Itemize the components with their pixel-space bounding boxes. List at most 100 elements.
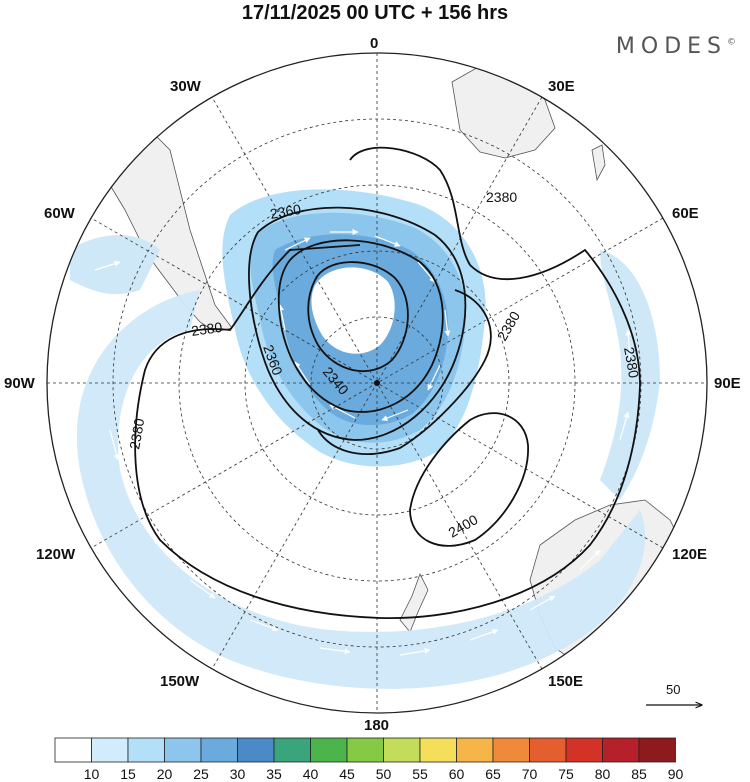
lon-label-90e: 90E [714, 375, 741, 392]
wind-vector [94, 260, 121, 271]
wind-vector [427, 364, 441, 391]
lon-label-150w: 150W [160, 673, 200, 690]
lon-label-60e: 60E [672, 205, 699, 222]
wind-shading-vortex-hole [311, 267, 395, 354]
south-pole-marker [374, 380, 380, 386]
lon-label-90w: 90W [4, 375, 35, 392]
contour-2400 [409, 412, 529, 547]
modes-logo: MODES© [616, 34, 736, 59]
wind-vector [278, 304, 286, 331]
reference-vector-label: 50 [666, 682, 681, 697]
colorbar-tick-label: 40 [302, 766, 319, 782]
contour-label-2360: 2360 [269, 201, 303, 222]
wind-vector [619, 411, 630, 441]
copyright-mark: © [727, 37, 736, 48]
contour-2360-outer [248, 206, 467, 441]
madagascar-land [591, 144, 606, 182]
lon-label-150e: 150E [548, 673, 584, 690]
colorbar-swatch [529, 737, 567, 763]
colorbar-swatch [456, 737, 494, 763]
wind-vector [319, 647, 351, 655]
colorbar-swatch [310, 737, 348, 763]
contour-label-2380: 2380 [494, 308, 524, 343]
colorbar-swatch [127, 737, 165, 763]
brand-text: MODES [615, 34, 727, 59]
wind-vector [579, 549, 601, 571]
map-disc: 2360 2360 2340 2380 2380 2380 2380 2380 … [47, 53, 707, 713]
wind-vector [249, 619, 279, 632]
map-title: 17/11/2025 00 UTC + 156 hrs [241, 2, 509, 24]
wind-vector [294, 361, 311, 386]
colorbar-tick-label: 50 [375, 766, 392, 782]
wind-vector [529, 595, 556, 611]
africa-land [451, 65, 556, 159]
colorbar-tick-label: 55 [412, 766, 428, 782]
wind-vector [417, 261, 436, 283]
lon-label-30e: 30E [548, 78, 575, 95]
new-zealand-land [399, 572, 429, 633]
colorbar-tick-label: 30 [229, 766, 246, 782]
lon-label-30w: 30W [170, 78, 201, 95]
lon-label-120e: 120E [672, 546, 708, 563]
wind-vector [374, 235, 401, 247]
colorbar-swatch [346, 737, 384, 763]
wind-vector [109, 429, 120, 461]
colorbar-swatch [200, 737, 238, 763]
wind-vector [399, 647, 431, 656]
colorbar-swatch [419, 737, 457, 763]
contour-label-2400: 2400 [446, 511, 481, 541]
colorbar-swatch [237, 737, 275, 763]
colorbar-tick-label: 60 [448, 766, 465, 782]
colorbar-tick-label: 25 [193, 766, 209, 782]
wind-vectors [94, 229, 632, 656]
colorbar-tick-label: 70 [521, 766, 538, 782]
contour-label-2380: 2380 [486, 189, 517, 205]
south-america-land [109, 129, 233, 333]
colorbar-tick-label: 15 [120, 766, 136, 782]
wind-vector [381, 409, 409, 421]
colorbar-swatch [602, 737, 640, 763]
colorbar-swatch [273, 737, 311, 763]
wind-shading [70, 189, 660, 689]
colorbar-tick-label: 35 [266, 766, 282, 782]
wind-shading-east-patch [600, 250, 660, 500]
colorbar-swatch [492, 737, 530, 763]
wind-vector [625, 329, 632, 361]
colorbar-tick-label: 10 [83, 766, 100, 782]
colorbar-swatch [54, 737, 92, 763]
colorbar-swatch [565, 737, 603, 763]
contour-label-2380: 2380 [190, 319, 223, 339]
colorbar-tick-label: 80 [594, 766, 611, 782]
lon-label-60w: 60W [44, 205, 75, 222]
map-boundary [46, 52, 708, 714]
contour-2380-main [134, 146, 641, 620]
contour-label-2380: 2380 [621, 346, 642, 380]
colorbar-tick-label: 85 [631, 766, 647, 782]
wind-shading-outer-band [76, 290, 646, 689]
colorbar-swatch [164, 737, 202, 763]
wind-vector [284, 237, 311, 251]
colorbar-swatch [383, 737, 421, 763]
colorbar-tick-label: 45 [339, 766, 355, 782]
wind-shading-west-patch [70, 235, 160, 295]
contour-label-2380: 2380 [126, 417, 147, 451]
contour-2380-ring [317, 289, 492, 455]
wind-vector [444, 309, 451, 337]
lon-label-180: 180 [364, 717, 390, 734]
colorbar-tick-label: 90 [667, 766, 684, 782]
colorbar-tick-label: 65 [485, 766, 501, 782]
wind-vector [139, 519, 161, 546]
colorbar-swatch [638, 737, 676, 763]
colorbar-tick-label: 20 [156, 766, 173, 782]
contour-2360-inner [277, 239, 444, 413]
colorbar [54, 737, 676, 763]
height-contours [134, 146, 641, 620]
lon-label-120w: 120W [36, 546, 76, 563]
colorbar-tick-label: 75 [558, 766, 574, 782]
wind-vector [329, 404, 356, 419]
colorbar-swatch [91, 737, 129, 763]
contour-2340 [307, 261, 409, 373]
wind-vector [189, 579, 216, 599]
lon-label-0: 0 [370, 35, 379, 52]
